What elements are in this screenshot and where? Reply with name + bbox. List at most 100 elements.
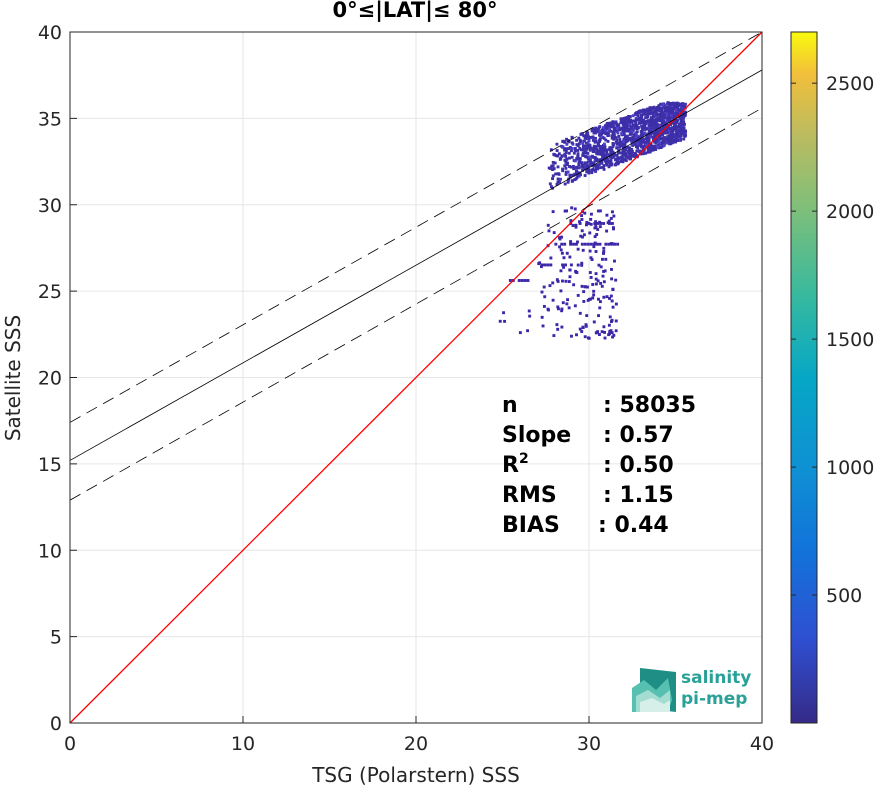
- density-cell: [588, 249, 592, 253]
- density-cell: [594, 170, 598, 174]
- density-cell: [549, 148, 553, 152]
- density-cell: [556, 305, 560, 309]
- density-cell: [655, 139, 659, 143]
- density-cell: [567, 306, 571, 310]
- density-cell: [577, 142, 581, 146]
- density-cell: [667, 115, 671, 119]
- density-cell: [597, 297, 600, 301]
- density-cell: [636, 113, 640, 117]
- density-cell: [678, 116, 682, 120]
- density-cell: [633, 134, 637, 138]
- density-cell: [656, 116, 660, 120]
- density-cell: [615, 138, 619, 142]
- density-cell: [635, 134, 639, 138]
- density-cell: [589, 222, 593, 226]
- density-cell: [665, 128, 669, 132]
- density-cell: [588, 155, 592, 159]
- density-cell: [652, 106, 656, 110]
- density-cell: [659, 146, 663, 149]
- density-cell: [547, 308, 550, 312]
- density-cell: [597, 263, 601, 267]
- density-cell: [630, 139, 633, 143]
- density-cell: [630, 120, 634, 124]
- density-cell: [628, 146, 632, 150]
- density-cell: [555, 149, 559, 152]
- density-cell: [610, 210, 614, 214]
- density-cell: [659, 102, 663, 106]
- density-cell: [585, 170, 589, 174]
- density-cell: [586, 160, 590, 164]
- density-cell: [553, 161, 557, 165]
- density-cell: [596, 228, 600, 231]
- density-cell: [638, 135, 642, 139]
- density-cell: [557, 152, 561, 156]
- density-cell: [586, 242, 590, 246]
- density-cell: [580, 263, 584, 267]
- density-cell: [610, 156, 614, 160]
- density-cell: [640, 124, 644, 128]
- density-cell: [560, 242, 564, 246]
- density-cell: [583, 285, 587, 289]
- density-cell: [592, 127, 596, 131]
- density-cell: [561, 145, 565, 149]
- density-cell: [555, 142, 559, 146]
- density-cell: [652, 125, 656, 129]
- density-cell: [663, 121, 667, 125]
- density-cell: [571, 224, 575, 227]
- density-cell: [563, 182, 567, 186]
- density-cell: [681, 115, 685, 119]
- density-cell: [564, 263, 567, 267]
- density-cell: [607, 165, 611, 169]
- density-cell: [604, 153, 608, 157]
- density-cell: [623, 116, 627, 120]
- density-cell: [503, 319, 507, 323]
- density-cell: [576, 149, 580, 152]
- density-cell: [654, 117, 658, 121]
- density-cell: [556, 279, 560, 283]
- density-cell: [595, 151, 599, 155]
- density-cell: [637, 109, 641, 113]
- density-cell: [582, 300, 586, 303]
- density-cell: [573, 207, 577, 211]
- density-cell: [664, 123, 668, 127]
- density-cell: [543, 295, 547, 299]
- density-cell: [620, 143, 624, 147]
- density-cell: [610, 331, 614, 335]
- density-cell: [654, 119, 658, 123]
- density-cell: [628, 115, 632, 118]
- colorbar-ticks: 500 1000 1500 2000 2500: [791, 73, 874, 607]
- density-cell: [595, 159, 599, 163]
- density-cell: [642, 140, 646, 144]
- density-cell: [615, 158, 619, 162]
- density-cell: [597, 163, 601, 167]
- density-cell: [597, 333, 601, 336]
- density-cell: [614, 140, 618, 144]
- density-cell: [610, 277, 614, 281]
- density-cell: [671, 132, 675, 136]
- density-cell: [669, 134, 673, 138]
- y-tick-label-25: 25: [38, 281, 62, 303]
- stat-label-n: n: [502, 393, 518, 418]
- density-cell: [569, 263, 573, 267]
- density-cell: [621, 126, 625, 130]
- density-cell: [597, 139, 601, 143]
- density-cell: [592, 245, 596, 249]
- density-cell: [552, 167, 556, 171]
- density-cell: [589, 161, 593, 165]
- density-cell: [611, 305, 615, 309]
- density-cell: [630, 147, 634, 151]
- density-cell: [664, 105, 668, 109]
- density-cell: [607, 323, 611, 327]
- density-cell: [649, 116, 653, 120]
- density-cell: [620, 132, 624, 136]
- density-cell: [602, 131, 605, 134]
- density-cell: [647, 124, 651, 128]
- density-cell: [631, 136, 635, 140]
- density-cell: [657, 104, 661, 108]
- density-cell: [556, 165, 560, 169]
- density-cell: [661, 103, 665, 106]
- density-cell: [635, 117, 639, 121]
- density-cell: [527, 309, 531, 313]
- density-cell: [626, 122, 629, 126]
- density-cell: [608, 222, 611, 225]
